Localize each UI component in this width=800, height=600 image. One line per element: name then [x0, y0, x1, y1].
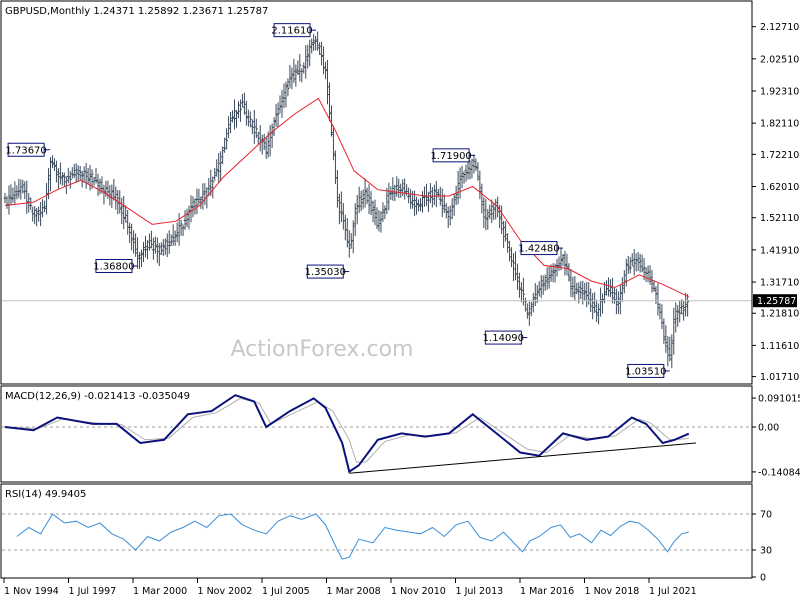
annotation-label: 1.35030	[305, 267, 346, 278]
x-axis: 1 Nov 1994 1 Jul 1997 1 Mar 2000 1 Nov 2002…	[3, 578, 697, 597]
moving-average-line	[4, 97, 690, 298]
x-tick-label: 1 Nov 2010	[391, 586, 446, 597]
price-chart-title: GBPUSD,Monthly 1.24371 1.25892 1.23671 1…	[5, 6, 268, 17]
macd-line	[4, 394, 690, 474]
x-tick-label: 1 Jul 2005	[262, 586, 310, 597]
macd-title: MACD(12,26,9) -0.021413 -0.035049	[5, 391, 190, 402]
price-annotations: 1.73670 1.36800 2.11610 1.35030 1.71900 1.140…	[5, 23, 670, 378]
x-tick-label: 1 Jul 2013	[456, 586, 504, 597]
annotation-box	[627, 363, 665, 378]
price-y-tick-label: 2.02510	[760, 54, 799, 65]
rsi-y-tick-label: 70	[760, 510, 772, 521]
annotation-label: 1.73670	[5, 145, 46, 156]
price-bars	[3, 31, 690, 369]
price-panel-frame	[0, 0, 753, 385]
price-y-tick-label: 1.82110	[760, 119, 799, 130]
price-y-tick-label: 1.01710	[760, 372, 799, 383]
rsi-indicator: 70 30 0	[2, 510, 772, 584]
price-y-tick-label: 1.92310	[760, 86, 799, 97]
rsi-y-tick-label: 30	[760, 546, 772, 557]
macd-y-tick-label: 0.00	[758, 423, 779, 434]
annotation-label: 1.42480	[518, 244, 559, 255]
x-tick-label: 1 Mar 2000	[133, 586, 187, 597]
macd-y-tick-label: 0.091015	[758, 394, 800, 405]
rsi-title: RSI(14) 49.9405	[5, 489, 86, 500]
x-tick-label: 1 Jul 2021	[649, 586, 697, 597]
price-lines	[2, 97, 751, 302]
rsi-line	[16, 513, 689, 560]
x-tick-label: 1 Jul 1997	[69, 586, 117, 597]
price-y-tick-label: 1.72210	[760, 150, 799, 161]
price-y-tick-label: 2.12710	[760, 22, 799, 33]
price-y-tick-label: 1.11610	[760, 341, 799, 352]
annotation-label: 1.71900	[430, 151, 471, 162]
annotation-label: 1.14090	[483, 333, 524, 344]
price-y-tick-label: 1.21810	[760, 309, 799, 320]
watermark: ActionForex.com	[231, 337, 414, 362]
annotation-box	[484, 330, 522, 345]
annotation-box	[306, 264, 344, 279]
annotation-label: 2.11610	[271, 26, 312, 37]
rsi-y-tick-label: 0	[760, 573, 766, 584]
price-y-tick-label: 1.41910	[760, 245, 799, 256]
x-tick-label: 1 Nov 2002	[198, 586, 253, 597]
annotation-label: 1.36800	[93, 261, 134, 272]
x-tick-label: 1 Nov 2018	[585, 586, 640, 597]
current-price-tag	[753, 294, 797, 308]
x-tick-label: 1 Nov 1994	[4, 586, 59, 597]
annotation-box	[7, 142, 45, 157]
price-y-tick-label: 1.52110	[760, 213, 799, 224]
price-y-tick-label: 1.62010	[760, 182, 799, 193]
annotation-box	[273, 23, 311, 38]
x-tick-label: 1 Mar 2016	[520, 586, 574, 597]
current-price-label: 1.25787	[757, 296, 796, 307]
annotation-box	[432, 148, 470, 163]
macd-panel-frame	[0, 385, 753, 483]
annotation-label: 1.03510	[625, 366, 666, 377]
macd-y-tick-label: -0.140843	[758, 467, 800, 478]
rsi-panel-frame	[0, 483, 753, 579]
x-tick-label: 1 Mar 2008	[327, 586, 381, 597]
annotation-box	[520, 241, 558, 256]
price-y-axis: 2.12710 2.02510 1.92310 1.82110 1.72210 1.620…	[752, 22, 799, 383]
macd-trendline	[349, 442, 696, 474]
price-y-tick-label: 1.31710	[760, 278, 799, 289]
macd-indicator: 0.091015 0.00 -0.140843	[2, 394, 800, 478]
annotation-box	[95, 258, 133, 273]
